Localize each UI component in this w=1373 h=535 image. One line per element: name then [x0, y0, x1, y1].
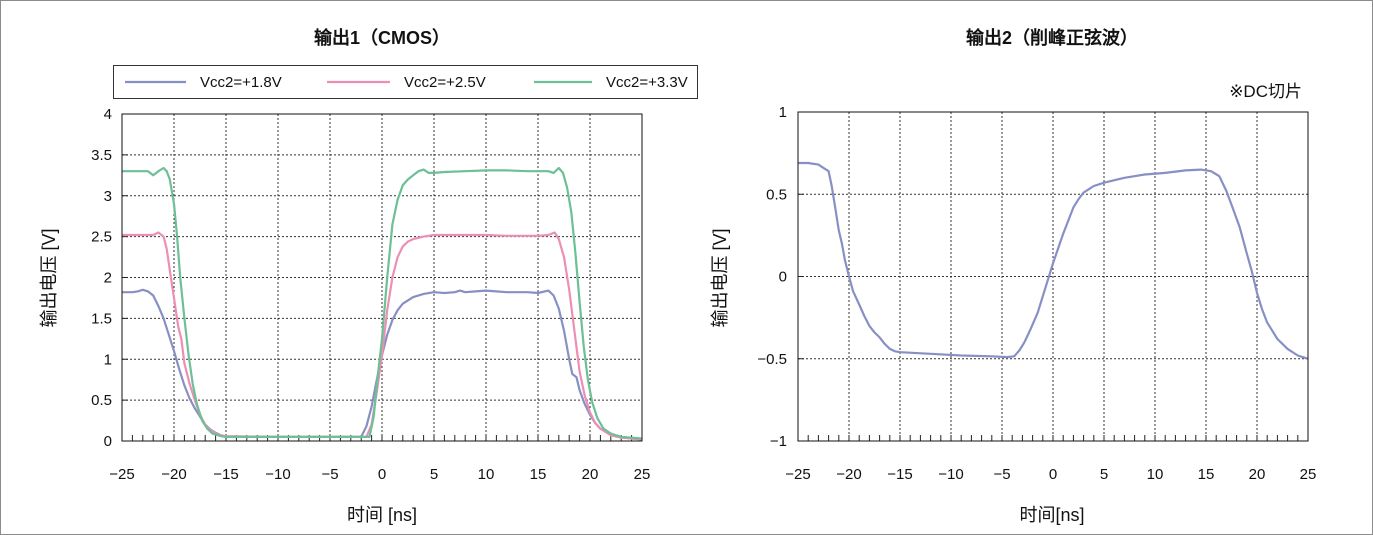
plot-frame	[797, 111, 1309, 442]
y-tick-label: 0	[104, 433, 112, 450]
x-axis-label: 时间 [ns]	[347, 505, 417, 525]
y-axis-label: 输出电压 [V]	[39, 228, 59, 327]
x-tick-label: −10	[938, 466, 963, 483]
y-tick-label: 1.5	[91, 310, 112, 327]
plot-area: −25 −20 −15 −10 −5 0 5 10 15 20 25 0 0.5 1 1.5 2 2.5 3 3.5…	[91, 106, 650, 483]
x-tick-label: −25	[785, 466, 810, 483]
series-line-vcc2-1.8v	[122, 288, 642, 441]
x-tick-label: 15	[1198, 466, 1215, 483]
x-tick-label: 25	[634, 466, 651, 483]
chart-output2: 输出2（削峰正弦波） ※DC切片 输出电压 [V] 时间[ns] −25 −20−…	[710, 27, 1316, 525]
y-tick-label: 3.5	[91, 147, 112, 164]
y-tick-label: 1	[104, 351, 112, 368]
x-tick-label: 0	[1049, 466, 1057, 483]
series-line-vcc2-3.3v	[122, 166, 642, 440]
x-axis-label: 时间[ns]	[1019, 505, 1084, 525]
y-tick-label: 2.5	[91, 229, 112, 246]
x-tick-label: 0	[378, 466, 386, 483]
x-tick-label: 15	[530, 466, 547, 483]
x-tick-label: 20	[1249, 466, 1266, 483]
legend: Vcc2=+1.8V Vcc2=+2.5V Vcc2=+3.3V	[113, 65, 698, 99]
plot-frame	[121, 113, 643, 442]
legend-box	[113, 65, 698, 99]
y-tick-label: 3	[104, 188, 112, 205]
x-tick-label: 20	[582, 466, 599, 483]
y-tick-label: 0.5	[91, 392, 112, 409]
chart-title: 输出1（CMOS）	[314, 27, 450, 48]
series-line-vcc2-2.5v	[122, 231, 642, 441]
chart-output1: 输出1（CMOS） Vcc2=+1.8V Vcc2=+2.5V Vcc2=+3.…	[39, 27, 698, 525]
x-tick-label: −20	[836, 466, 861, 483]
legend-label: Vcc2=+1.8V	[200, 74, 282, 91]
chart-title: 输出2（削峰正弦波）	[966, 27, 1138, 48]
x-tick-label: −25	[109, 466, 134, 483]
y-tick-label: 0	[779, 269, 787, 286]
x-tick-label: −15	[887, 466, 912, 483]
x-tick-label: 25	[1300, 466, 1317, 483]
y-tick-label: −0.5	[757, 351, 787, 368]
dc-cut-note: ※DC切片	[1229, 82, 1302, 101]
y-tick-label: 0.5	[766, 186, 787, 203]
x-tick-label: 10	[478, 466, 495, 483]
x-tick-label: −5	[321, 466, 338, 483]
x-tick-label: −20	[161, 466, 186, 483]
y-tick-label: 2	[104, 270, 112, 287]
legend-label: Vcc2=+3.3V	[606, 74, 688, 91]
x-tick-label: 10	[1147, 466, 1164, 483]
plot-area: −25 −20 −15 −10 −5 0 5 10 15 20 25 −1 −0.5 0 0.5 1	[757, 104, 1316, 483]
y-axis-label: 输出电压 [V]	[710, 228, 730, 327]
x-tick-label: −15	[213, 466, 238, 483]
x-tick-label: 5	[1100, 466, 1108, 483]
x-tick-label: −5	[993, 466, 1010, 483]
y-tick-label: 1	[779, 104, 787, 121]
series-line	[798, 161, 1308, 360]
y-tick-label: −1	[770, 433, 787, 450]
y-tick-label: 4	[104, 106, 112, 123]
legend-label: Vcc2=+2.5V	[404, 74, 486, 91]
x-tick-label: −10	[265, 466, 290, 483]
x-tick-label: 5	[430, 466, 438, 483]
